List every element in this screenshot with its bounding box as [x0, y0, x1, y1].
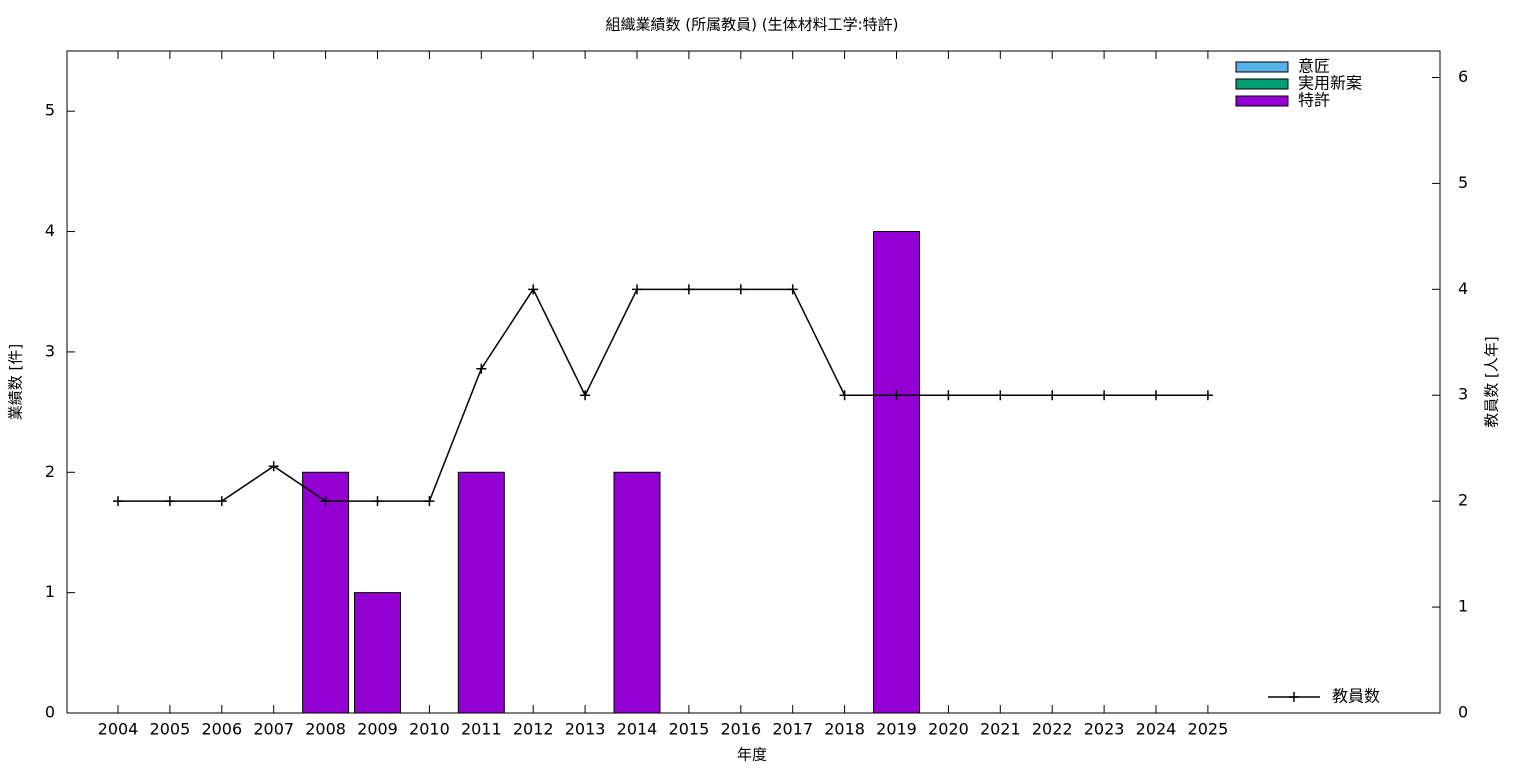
point	[476, 363, 487, 374]
point	[1202, 390, 1213, 401]
point	[891, 390, 902, 401]
y-tick-label: 2	[45, 462, 55, 481]
point	[1047, 390, 1058, 401]
bar	[302, 471, 350, 714]
y2-axis-label: 教員数 [人年]	[1483, 336, 1501, 427]
y2-tick-label: 0	[1458, 703, 1468, 722]
x-tick-label: 2020	[928, 720, 969, 739]
bar	[457, 471, 505, 714]
point	[113, 496, 123, 507]
legend-label: 教員数	[1332, 687, 1380, 706]
point	[528, 284, 539, 295]
x-tick-label: 2004	[98, 720, 139, 739]
point	[1151, 390, 1161, 401]
point	[735, 284, 746, 295]
point	[839, 390, 850, 401]
chart-title: 組織業績数 (所属教員) (生体材料工学:特許)	[606, 16, 899, 34]
x-tick-label: 2019	[876, 720, 917, 739]
x-tick-label: 2010	[409, 720, 450, 739]
x-tick-label: 2024	[1136, 720, 1177, 739]
x-tick-label: 2009	[357, 720, 398, 739]
x-tick-label: 2023	[1084, 720, 1125, 739]
x-tick-label: 2012	[513, 720, 554, 739]
x-tick-label: 2006	[201, 720, 242, 739]
y2-tick-label: 4	[1458, 279, 1468, 298]
y-tick-label: 5	[45, 101, 55, 120]
point	[216, 496, 227, 507]
x-tick-label: 2022	[1032, 720, 1073, 739]
legend-label: 実用新案	[1298, 74, 1362, 93]
point	[320, 496, 331, 507]
point	[424, 496, 435, 507]
x-tick-label: 2007	[253, 720, 294, 739]
x-tick-label: 2014	[617, 720, 658, 739]
y-tick-label: 0	[45, 703, 55, 722]
legend-label: 特許	[1298, 91, 1330, 110]
legend-swatch	[1235, 95, 1289, 107]
x-tick-label: 2011	[461, 720, 502, 739]
x-axis-label: 年度	[737, 746, 767, 764]
point	[943, 390, 954, 401]
legend-swatch	[1235, 78, 1289, 90]
y2-tick-label: 6	[1458, 67, 1468, 86]
point	[164, 496, 175, 507]
x-tick-label: 2025	[1188, 720, 1229, 739]
plot-frame	[66, 50, 1441, 714]
y2-tick-label: 5	[1458, 173, 1468, 192]
y-tick-label: 4	[45, 221, 55, 240]
legend-label: 意匠	[1298, 57, 1330, 76]
x-tick-label: 2021	[980, 720, 1021, 739]
y2-tick-label: 1	[1458, 597, 1468, 616]
point	[1099, 390, 1110, 401]
point	[632, 284, 642, 295]
point	[372, 496, 383, 507]
y-tick-label: 3	[45, 341, 55, 360]
x-tick-label: 2017	[772, 720, 813, 739]
bar	[354, 592, 401, 714]
point	[268, 461, 279, 472]
x-tick-label: 2013	[565, 720, 606, 739]
bar	[613, 471, 661, 714]
legend-point	[1289, 692, 1299, 702]
point	[787, 284, 798, 295]
legend-swatch	[1235, 61, 1289, 73]
point	[683, 284, 694, 295]
point	[580, 390, 591, 401]
point	[995, 390, 1006, 401]
line	[118, 287, 1208, 502]
bar	[873, 231, 920, 714]
y2-tick-label: 3	[1458, 385, 1468, 404]
x-tick-label: 2015	[669, 720, 710, 739]
y2-tick-label: 2	[1458, 491, 1468, 510]
y-axis-label: 業績数 [件]	[7, 344, 25, 420]
x-tick-label: 2005	[150, 720, 191, 739]
x-tick-label: 2016	[720, 720, 761, 739]
y-tick-label: 1	[45, 582, 55, 601]
x-tick-label: 2008	[305, 720, 346, 739]
x-tick-label: 2018	[824, 720, 865, 739]
